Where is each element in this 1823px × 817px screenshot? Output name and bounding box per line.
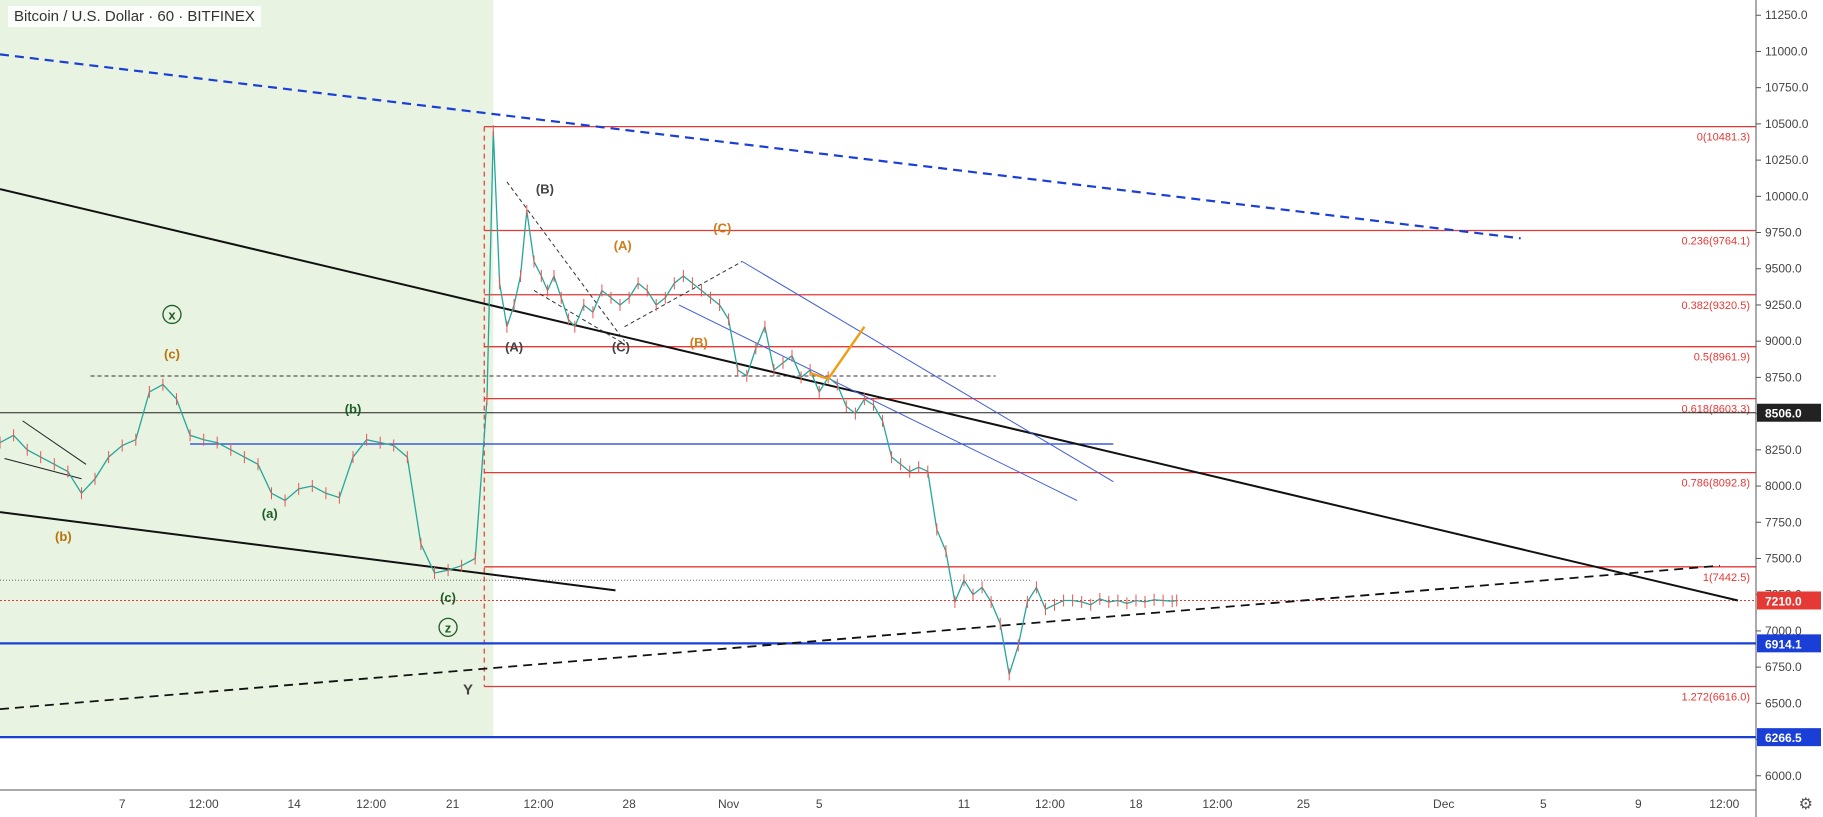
price-axis: 11250.0 11000.0 10750.0 10500.0 10250.0 10000… bbox=[1755, 0, 1823, 817]
x-tick-label: 12:00 bbox=[1202, 797, 1232, 811]
y-tick-label: 6000.0 bbox=[1765, 769, 1802, 783]
trend-line-black-descending bbox=[0, 188, 1739, 602]
x-tick-label: Dec bbox=[1433, 797, 1454, 811]
wedge-upper bbox=[22, 420, 87, 465]
time-axis: 7 12:00 14 12:00 21 12:00 28 Nov 5 11 12:00 18 12:00… bbox=[0, 789, 1756, 811]
highlight-wave bbox=[809, 326, 866, 381]
price-tag-label: 6266.5 bbox=[1765, 731, 1802, 745]
y-tick-label: 11000.0 bbox=[1765, 44, 1808, 58]
x-tick-label: 21 bbox=[446, 797, 460, 811]
wave-label: (a) bbox=[262, 506, 278, 521]
wave-label: (c) bbox=[164, 347, 180, 362]
x-tick-label: 5 bbox=[816, 797, 823, 811]
x-tick-label: 12:00 bbox=[1709, 797, 1739, 811]
highlight-region bbox=[0, 0, 494, 736]
fib-level-label: 0.236(9764.1) bbox=[1682, 235, 1751, 247]
wave-label: (A) bbox=[614, 238, 632, 253]
x-tick-label: 25 bbox=[1297, 797, 1311, 811]
y-tick-label: 9000.0 bbox=[1765, 334, 1802, 348]
wave-label: Y bbox=[463, 682, 473, 699]
x-tick-label: 5 bbox=[1540, 797, 1547, 811]
wave-label-circle bbox=[438, 617, 458, 637]
y-tick-label: 8250.0 bbox=[1765, 443, 1802, 457]
y-tick-label: 9750.0 bbox=[1765, 226, 1802, 240]
channel-upper bbox=[741, 261, 1114, 483]
wave-label: (B) bbox=[536, 181, 554, 196]
price-tag-label: 6914.1 bbox=[1765, 637, 1802, 651]
settings-gear-icon[interactable]: ⚙ bbox=[1798, 794, 1813, 813]
y-tick-label: 6750.0 bbox=[1765, 660, 1802, 674]
y-tick-label: 10000.0 bbox=[1765, 189, 1809, 203]
x-tick-label: 11 bbox=[958, 797, 971, 811]
y-tick-label: 7500.0 bbox=[1765, 551, 1802, 565]
fib-level-label: 0(10481.3) bbox=[1697, 132, 1750, 144]
fib-level-label: 1(7442.5) bbox=[1703, 572, 1750, 584]
wave-label: (b) bbox=[345, 402, 362, 417]
price-tag bbox=[1757, 634, 1821, 653]
x-tick-label: Nov bbox=[718, 797, 739, 811]
wave-label: (C) bbox=[713, 221, 731, 236]
wave-label: (A) bbox=[505, 339, 523, 354]
price-tag bbox=[1757, 403, 1821, 422]
wave-label: z bbox=[445, 620, 452, 635]
y-tick-label: 11250.0 bbox=[1765, 8, 1808, 22]
triangle-upper bbox=[506, 181, 625, 342]
wave-label: (B) bbox=[690, 335, 708, 350]
y-tick-label: 7750.0 bbox=[1765, 515, 1802, 529]
price-series bbox=[0, 125, 1178, 681]
wave-label-circle bbox=[162, 304, 182, 325]
trend-lines bbox=[0, 53, 1756, 739]
y-tick-label: 9250.0 bbox=[1765, 298, 1802, 312]
x-tick-label: 18 bbox=[1129, 797, 1143, 811]
y-tick-label: 6500.0 bbox=[1765, 696, 1802, 710]
x-tick-label: 7 bbox=[119, 797, 126, 811]
trend-line-upper-blue-dashed bbox=[0, 53, 1521, 240]
price-tag bbox=[1757, 728, 1821, 747]
y-tick-label: 10750.0 bbox=[1765, 81, 1809, 95]
fib-level-label: 0.5(8961.9) bbox=[1694, 352, 1750, 364]
y-tick-label: 8000.0 bbox=[1765, 479, 1802, 493]
channel-lower bbox=[678, 304, 1078, 501]
y-tick-label: 10250.0 bbox=[1765, 153, 1809, 167]
x-tick-label: 12:00 bbox=[524, 797, 554, 811]
chart-title: Bitcoin / U.S. Dollar · 60 · BITFINEX bbox=[8, 6, 261, 27]
background-layer bbox=[0, 0, 494, 736]
x-tick-label: 12:00 bbox=[356, 797, 386, 811]
y-tick-label: 9500.0 bbox=[1765, 262, 1802, 276]
wave-label: (c) bbox=[440, 590, 456, 605]
fibonacci-levels: 0(10481.3) 0.236(9764.1) 0.382(9320.5) 0.5(… bbox=[484, 125, 1756, 704]
price-tag bbox=[1757, 591, 1821, 610]
wave-label: (C) bbox=[612, 339, 630, 354]
x-tick-label: 28 bbox=[622, 797, 636, 811]
price-wicks bbox=[0, 125, 1178, 681]
triangle-rise bbox=[624, 261, 743, 328]
fib-level-label: 0.786(8092.8) bbox=[1682, 478, 1751, 490]
x-tick-label: 14 bbox=[287, 797, 301, 811]
fib-level-label: 0.618(8603.3) bbox=[1682, 404, 1751, 416]
wave-label: (b) bbox=[55, 529, 72, 544]
wave-label: x bbox=[168, 307, 176, 322]
trend-line-black-dashed-rising bbox=[0, 564, 1720, 711]
x-tick-label: 12:00 bbox=[189, 797, 219, 811]
fib-level-label: 1.272(6616.0) bbox=[1682, 692, 1751, 704]
x-tick-label: 12:00 bbox=[1035, 797, 1065, 811]
fib-level-label: 0.382(9320.5) bbox=[1682, 300, 1751, 312]
wave-labels: (b) (c) x (a) (b) (c) z Y (A) (B) (C) (A) (B) (C) bbox=[55, 181, 731, 698]
y-tick-label: 10500.0 bbox=[1765, 117, 1809, 131]
trend-line-black-lower bbox=[0, 511, 616, 592]
y-tick-label: 8750.0 bbox=[1765, 370, 1802, 384]
x-tick-label: 9 bbox=[1635, 797, 1642, 811]
price-tag-label: 8506.0 bbox=[1765, 407, 1802, 421]
price-tag-label: 7210.0 bbox=[1765, 594, 1802, 608]
wedge-lower bbox=[4, 458, 82, 480]
